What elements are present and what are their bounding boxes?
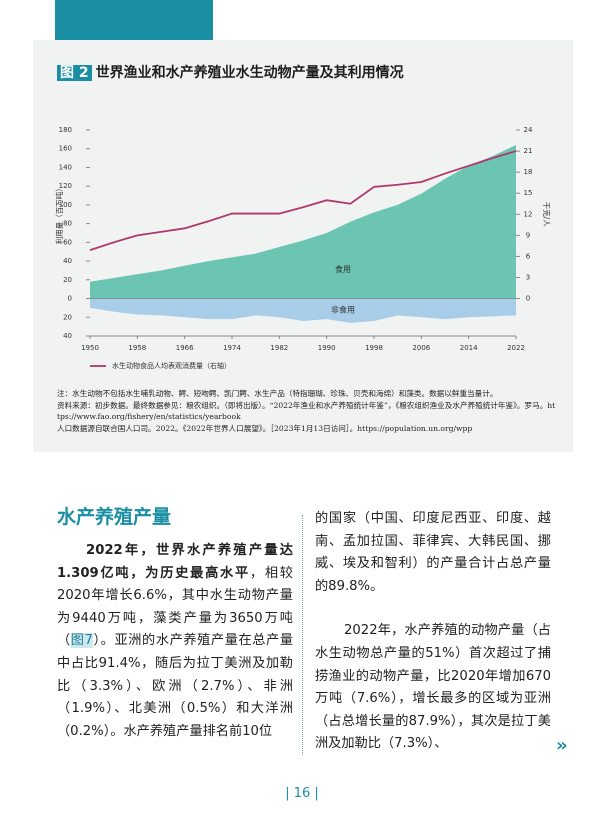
y2-tick-label: 6 <box>526 252 531 260</box>
left-column: 2022年，世界水产养殖产量达1.309亿吨，为历史最高水平，相较2020年增长… <box>57 540 293 765</box>
x-tick-label: 2022 <box>507 344 525 352</box>
section-heading: 水产养殖产量 <box>57 506 172 528</box>
x-tick-label: 1982 <box>270 344 288 352</box>
bold-text: 2022年，世界水产养殖产量达1.309亿吨，为历史最高水平 <box>57 543 293 581</box>
line <box>89 150 517 251</box>
note: 注：水生动物不包括水生哺乳动物、鳄、短吻鳄、凯门鳄、水生产品（特指珊瑚、珍珠、贝… <box>57 389 498 398</box>
y2-tick-label: 24 <box>524 126 533 134</box>
paragraph: 2022年，世界水产养殖产量达1.309亿吨，为历史最高水平，相较2020年增长… <box>57 540 293 743</box>
y2-axis-title: 千克/人 <box>542 202 552 228</box>
note: 人口数据源自联合国人口司。2022。《2022年世界人口展望》。［2023年1月… <box>57 423 473 433</box>
figure-ref[interactable]: 图7 <box>70 633 93 649</box>
x-tick-label: 1958 <box>128 344 146 352</box>
x-tick-label: 2014 <box>460 344 478 352</box>
legend-label: 水生动物食品人均表观消费量（右轴） <box>112 361 231 370</box>
y2-tick-label: 18 <box>524 168 533 176</box>
y-tick-label: 100 <box>59 201 72 209</box>
y-tick-label: 180 <box>59 126 72 134</box>
area <box>90 298 516 323</box>
y-tick-label: 160 <box>59 145 72 153</box>
paragraph: 2022年，水产养殖的动物产量（占水生动物总产量的51%）首次超过了捕捞渔业的动… <box>315 623 551 752</box>
y-tick-label: 80 <box>63 220 72 228</box>
y2-tick-label: 3 <box>526 273 530 281</box>
x-tick-label: 2006 <box>412 344 430 352</box>
x-tick-label: 1974 <box>223 344 241 352</box>
figure-title: 图 2 世界渔业和水产养殖业水生动物产量及其利用情况 <box>57 62 404 82</box>
area <box>90 144 516 299</box>
paragraph: 的国家（中国、印度尼西亚、印度、越南、孟加拉国、菲律宾、大韩民国、挪威、埃及和智… <box>315 511 551 594</box>
y-tick-label: 120 <box>59 182 72 190</box>
x-tick-label: 1998 <box>365 344 383 352</box>
right-column: 的国家（中国、印度尼西亚、印度、越南、孟加拉国、菲律宾、大韩民国、挪威、埃及和智… <box>315 508 551 778</box>
y2-tick-label: 0 <box>526 295 530 303</box>
text: ）。亚洲的水产养殖产量在总产量中占比91.4%，随后为拉丁美洲及加勒比（3.3%… <box>57 633 294 739</box>
x-tick-label: 1966 <box>176 344 194 352</box>
figure-title-text: 世界渔业和水产养殖业水生动物产量及其利用情况 <box>95 65 404 81</box>
continue-mark[interactable]: » <box>556 735 568 756</box>
header-tab <box>55 0 213 40</box>
text: ，相较2020年增长6.6%，其中水生动物产量为9440万吨，藻类产量为3650… <box>57 565 293 649</box>
page-number-text: 16 <box>293 786 311 801</box>
notes: 注：水生动物不包括水生哺乳动物、鳄、短吻鳄、凯门鳄、水生产品（特指珊瑚、珍珠、贝… <box>57 388 557 434</box>
y-axis-title: 利用量（百万吨） <box>54 184 64 244</box>
area-label: 食用 <box>335 264 351 274</box>
column-divider <box>302 515 303 755</box>
y-tick-label: 0 <box>68 295 72 303</box>
note: 资料来源：初步数据。最终数据参见：粮农组织。（即将出版）。“2022年渔业和水产… <box>57 400 556 422</box>
area-label: 非食用 <box>331 304 355 314</box>
y2-tick-label: 12 <box>524 210 533 218</box>
x-tick-label: 1990 <box>318 344 336 352</box>
page-number: | 16 | <box>285 786 319 801</box>
y2-tick-label: 9 <box>526 231 530 239</box>
y2-tick-label: 21 <box>524 147 533 155</box>
y-tick-label: 40 <box>63 332 72 340</box>
y2-tick-label: 15 <box>524 189 533 197</box>
y-tick-label: 140 <box>59 163 72 171</box>
y-tick-label: 40 <box>63 257 72 265</box>
y-tick-label: 20 <box>63 313 72 321</box>
y-tick-label: 60 <box>63 238 72 246</box>
x-tick-label: 1950 <box>81 344 99 352</box>
figure-label: 图 2 <box>57 65 92 81</box>
y-tick-label: 20 <box>63 276 72 284</box>
